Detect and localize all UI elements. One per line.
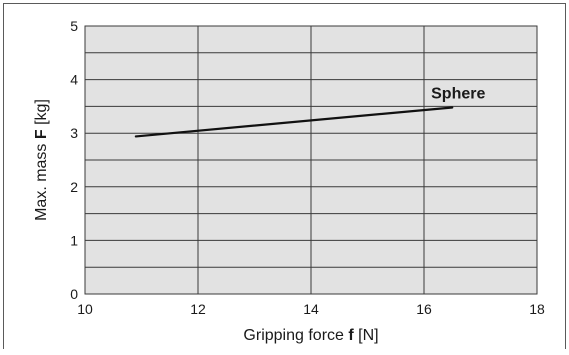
y-tick-label: 5: [70, 18, 78, 34]
x-tick-label: 14: [303, 301, 319, 317]
x-axis-label-prefix: Gripping force: [243, 327, 348, 344]
x-axis-label: Gripping force f [N]: [243, 327, 378, 344]
y-axis-label-symbol: F: [33, 129, 50, 139]
y-tick-label: 1: [70, 232, 78, 248]
y-tick-label: 4: [70, 72, 78, 88]
x-tick-label: 16: [416, 301, 432, 317]
chart-frame: 10 12 14 16 18 0 1 2 3 4 5 Sphere Gripping force f…: [3, 3, 566, 349]
x-tick-label: 10: [77, 301, 93, 317]
x-tick-label: 12: [190, 301, 206, 317]
y-tick-label: 3: [70, 125, 78, 141]
y-axis-label-unit: [kg]: [33, 99, 50, 129]
y-axis-label-prefix: Max. mass: [33, 139, 50, 221]
series-line-sphere: [134, 106, 454, 138]
x-axis-label-symbol: f: [348, 327, 354, 344]
series-layer: Sphere: [134, 85, 485, 138]
x-axis-label-unit: [N]: [354, 327, 379, 344]
y-tick-label: 2: [70, 179, 78, 195]
x-tick-label: 18: [529, 301, 545, 317]
grid-lines: [85, 26, 537, 294]
y-tick-label: 0: [70, 286, 78, 302]
y-axis-label: Max. mass F [kg]: [33, 99, 50, 221]
series-label-sphere: Sphere: [431, 85, 485, 102]
